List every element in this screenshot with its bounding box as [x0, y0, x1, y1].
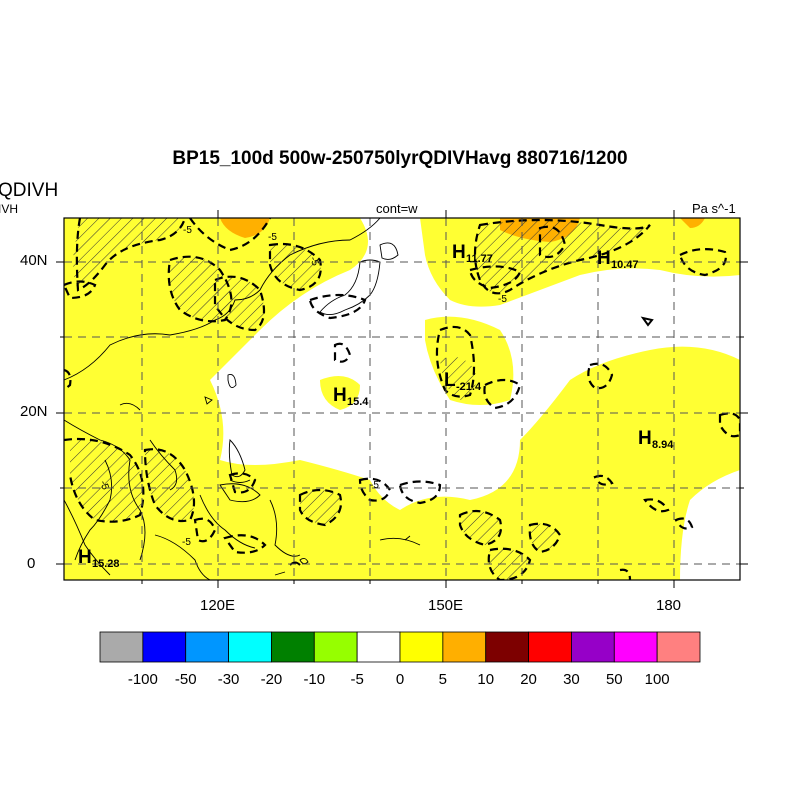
- map-title: BP15_100d 500w-250750lyrQDIVHavg 880716/…: [172, 148, 628, 169]
- center-letter: H: [452, 242, 466, 263]
- contour-value-label: -5: [182, 537, 191, 548]
- colorbar-label: -100: [128, 671, 158, 688]
- field-layer: [64, 218, 740, 580]
- lon-label-150e: 150E: [428, 597, 464, 614]
- shaded-region: [700, 218, 740, 247]
- colorbar-label: -20: [261, 671, 283, 688]
- colorbar-label: -5: [350, 671, 363, 688]
- colorbar-label: -30: [218, 671, 240, 688]
- map-frame: [63, 217, 741, 581]
- hatched-region: [70, 439, 144, 522]
- variable-sublabel: IVH: [0, 202, 19, 216]
- colorbar-label: 100: [645, 671, 670, 688]
- hatched-region: [300, 490, 341, 525]
- center-value: 8.94: [652, 439, 674, 451]
- colorbar-label: -50: [175, 671, 197, 688]
- center-value: 15.4: [347, 396, 369, 408]
- colorbar: -100 -50 -30 -20 -10 -5 0 5 10 20 30 50 100: [99, 631, 701, 688]
- contour-value-label: -5: [307, 255, 321, 268]
- colorbar-swatch: [228, 631, 272, 663]
- shaded-region: [220, 218, 270, 238]
- contour-lines: [64, 218, 740, 580]
- hatched-region: [215, 276, 264, 330]
- colorbar-label: 30: [563, 671, 580, 688]
- hatched-region: [529, 523, 560, 552]
- graticule: [64, 218, 740, 580]
- hatched-region: [488, 548, 530, 580]
- lon-label-180: 180: [656, 597, 682, 614]
- contour-label: cont=w: [376, 201, 418, 216]
- colorbar-swatch: [442, 631, 487, 663]
- colorbar-label: 20: [520, 671, 537, 688]
- lat-label-0: 0: [27, 555, 36, 572]
- contour-value-label: -5: [498, 294, 507, 305]
- axis-ticks: [56, 210, 748, 588]
- hatched-region: [440, 356, 476, 400]
- colorbar-label: -10: [303, 671, 325, 688]
- colorbar-label: 10: [477, 671, 494, 688]
- shaded-region: [680, 218, 705, 228]
- center-value: 10.47: [611, 259, 639, 271]
- colorbar-swatch: [313, 631, 358, 663]
- colorbar-swatch: [399, 631, 444, 663]
- colorbar-swatch: [142, 631, 187, 663]
- contour-value-label: -5: [183, 225, 192, 236]
- colorbar-label: 50: [606, 671, 623, 688]
- center-letter: L: [444, 370, 456, 391]
- hatched-region: [73, 218, 185, 290]
- center-letter: H: [333, 385, 347, 406]
- colorbar-swatch: [613, 631, 658, 663]
- colorbar-swatch: [271, 631, 315, 663]
- center-letter: H: [78, 547, 92, 568]
- center-value: 15.28: [92, 558, 120, 570]
- colorbar-swatch: [356, 631, 401, 663]
- colorbar-swatch: [485, 631, 529, 663]
- lat-label-20n: 20N: [20, 403, 48, 420]
- colorbar-swatch: [571, 631, 615, 663]
- contour-value-label: -5: [97, 479, 111, 492]
- lat-label-40n: 40N: [20, 252, 48, 269]
- contour-value-label: -5: [268, 232, 277, 243]
- colorbar-swatch: [656, 631, 701, 663]
- colorbar-label: 0: [396, 671, 404, 688]
- shaded-region: [320, 376, 360, 410]
- hatched-region: [145, 449, 194, 521]
- center-letter: H: [597, 248, 611, 269]
- variable-label: QDIVH: [0, 180, 59, 201]
- colorbar-swatch: [528, 631, 572, 663]
- shaded-region: [64, 218, 740, 580]
- colorbar-swatch: [185, 631, 229, 663]
- colorbar-label: 5: [439, 671, 447, 688]
- colorbar-swatch: [99, 631, 144, 663]
- center-letter: H: [638, 428, 652, 449]
- shaded-region: [64, 290, 190, 354]
- center-value: -21.4: [456, 381, 482, 393]
- coastlines: [64, 218, 421, 580]
- contour-label-group: -5 -5 -5 -5 -5 -5 -5: [97, 225, 507, 548]
- units-label: Pa s^-1: [692, 201, 736, 216]
- contour-value-label: -5: [370, 480, 379, 491]
- hatched-region: [460, 511, 501, 545]
- center-value: 11.77: [466, 253, 493, 265]
- lon-label-120e: 120E: [200, 597, 236, 614]
- hatched-region: [270, 244, 321, 290]
- shaded-region: [64, 398, 120, 440]
- pressure-centers: H 11.77 H 10.47 L -21.4 H 15.4 H 8.94 H …: [78, 242, 674, 570]
